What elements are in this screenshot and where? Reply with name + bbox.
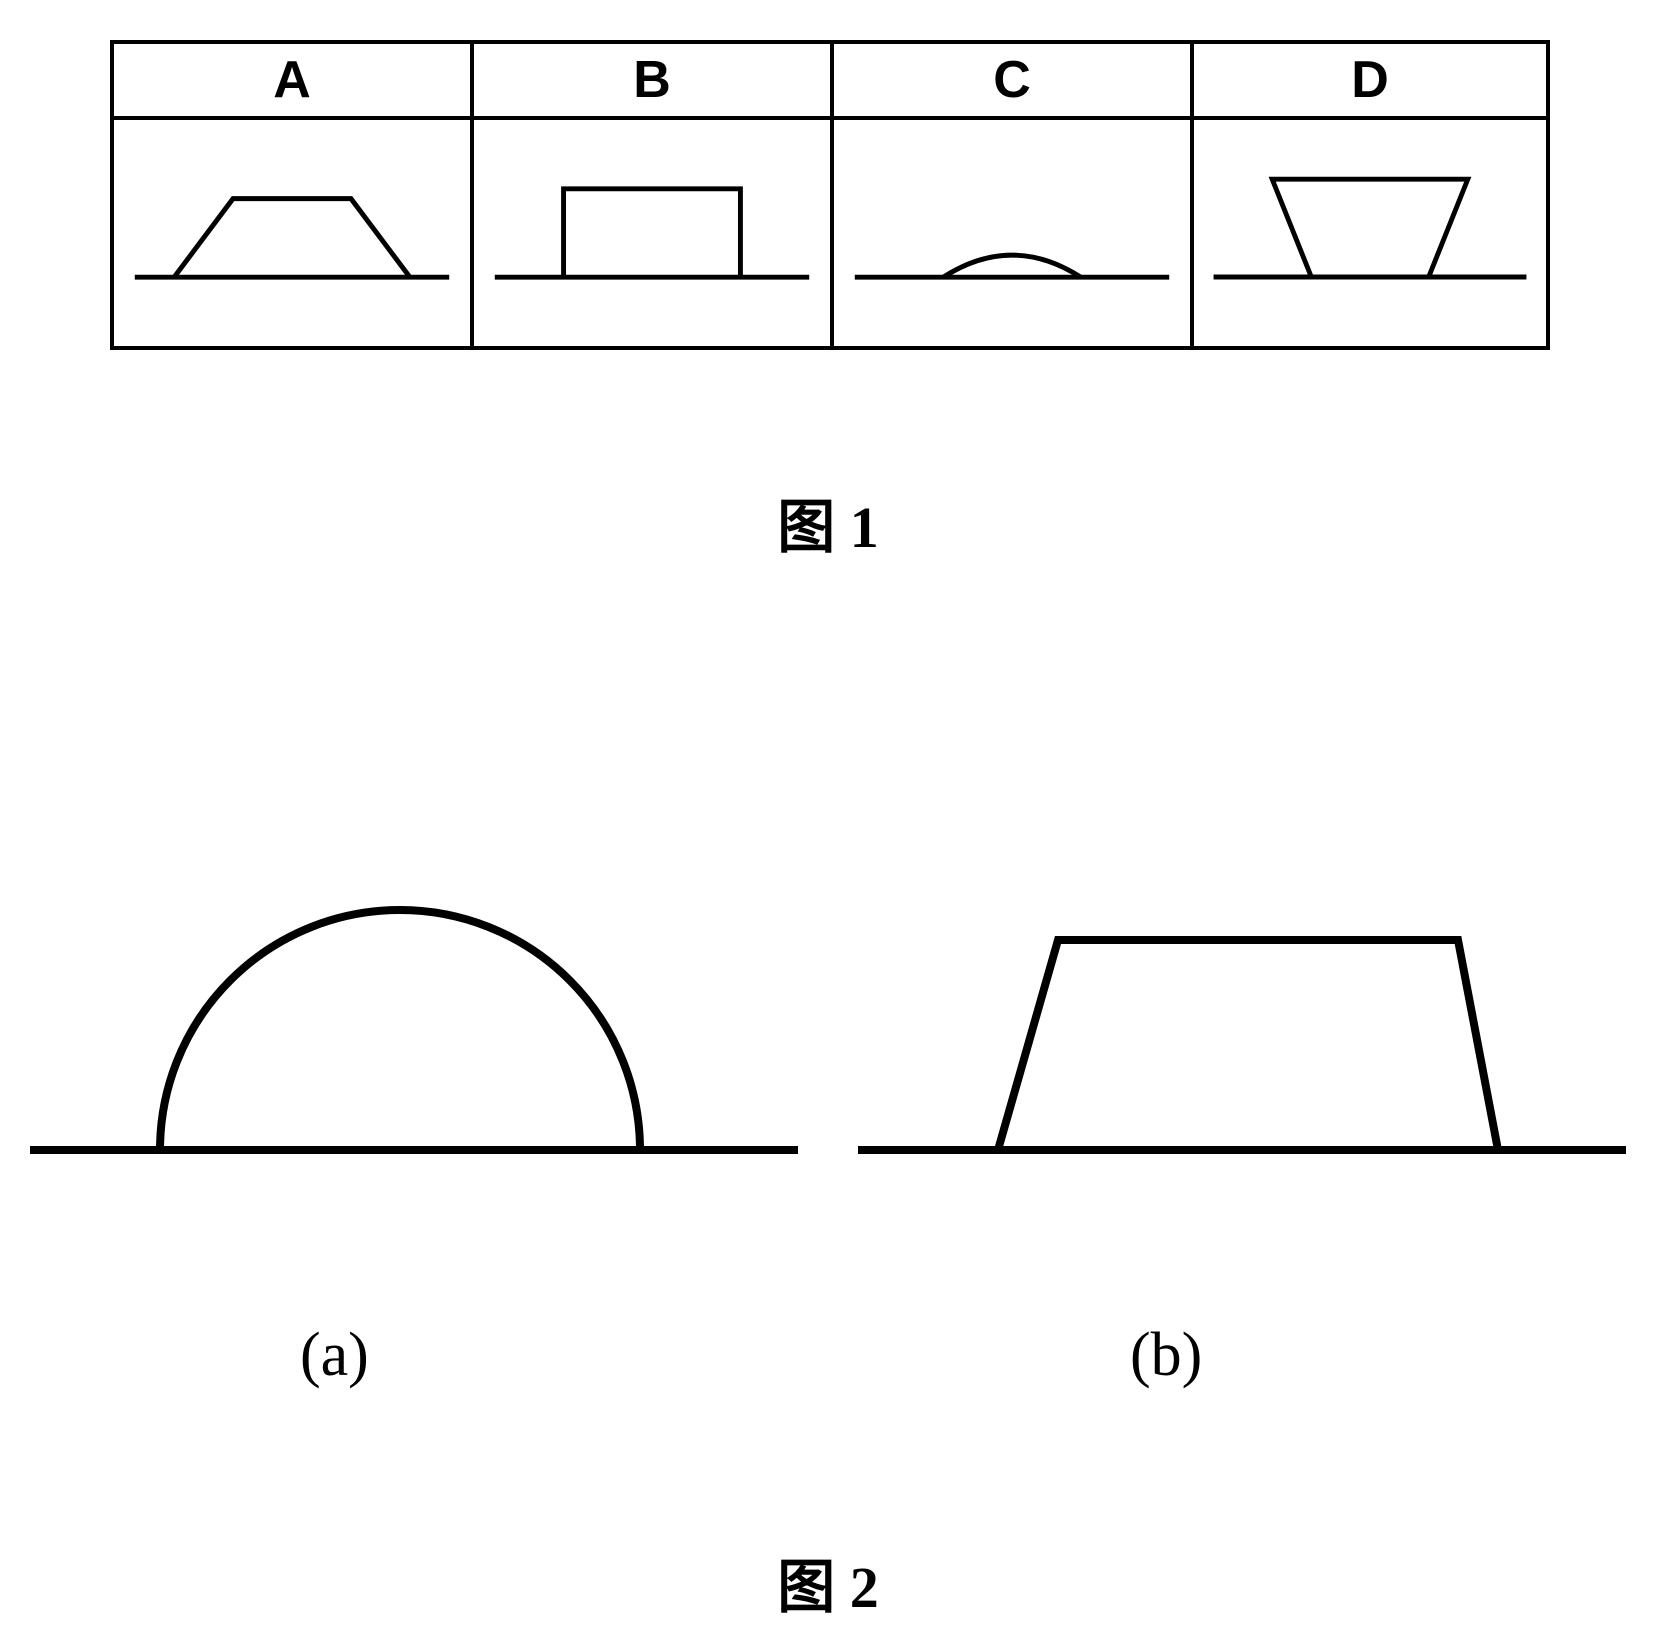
figure-1: A B C <box>110 40 1550 350</box>
shape-inverted-trapezoid-icon <box>1194 120 1546 346</box>
shape-rectangle-icon <box>474 120 830 346</box>
figure-1-col-d: D <box>1190 40 1550 350</box>
figure-1-col-b: B <box>470 40 830 350</box>
col-cell-a <box>110 120 470 350</box>
figure-2 <box>0 820 1656 1270</box>
col-header-a: A <box>110 40 470 120</box>
col-header-c: C <box>830 40 1190 120</box>
col-header-b: B <box>470 40 830 120</box>
col-header-d: D <box>1190 40 1550 120</box>
figure-1-col-a: A <box>110 40 470 350</box>
shape-low-dome-icon <box>834 120 1190 346</box>
figure-2-sublabel-b: (b) <box>1130 1320 1202 1391</box>
figure-1-table: A B C <box>110 40 1550 350</box>
col-cell-b <box>470 120 830 350</box>
shape-semicircle-icon <box>0 820 828 1270</box>
figure-1-col-c: C <box>830 40 1190 350</box>
figure-2-sublabel-a: (a) <box>300 1320 369 1391</box>
figure-2-caption: 图 2 <box>0 1540 1656 1624</box>
shape-trapezoid-icon <box>114 120 470 346</box>
col-cell-d <box>1190 120 1550 350</box>
figure-2-panel-b <box>828 820 1656 1270</box>
figure-1-caption: 图 1 <box>0 480 1656 564</box>
shape-large-trapezoid-icon <box>828 820 1656 1270</box>
col-cell-c <box>830 120 1190 350</box>
diagram-page: A B C <box>0 0 1656 1651</box>
figure-2-panel-a <box>0 820 828 1270</box>
